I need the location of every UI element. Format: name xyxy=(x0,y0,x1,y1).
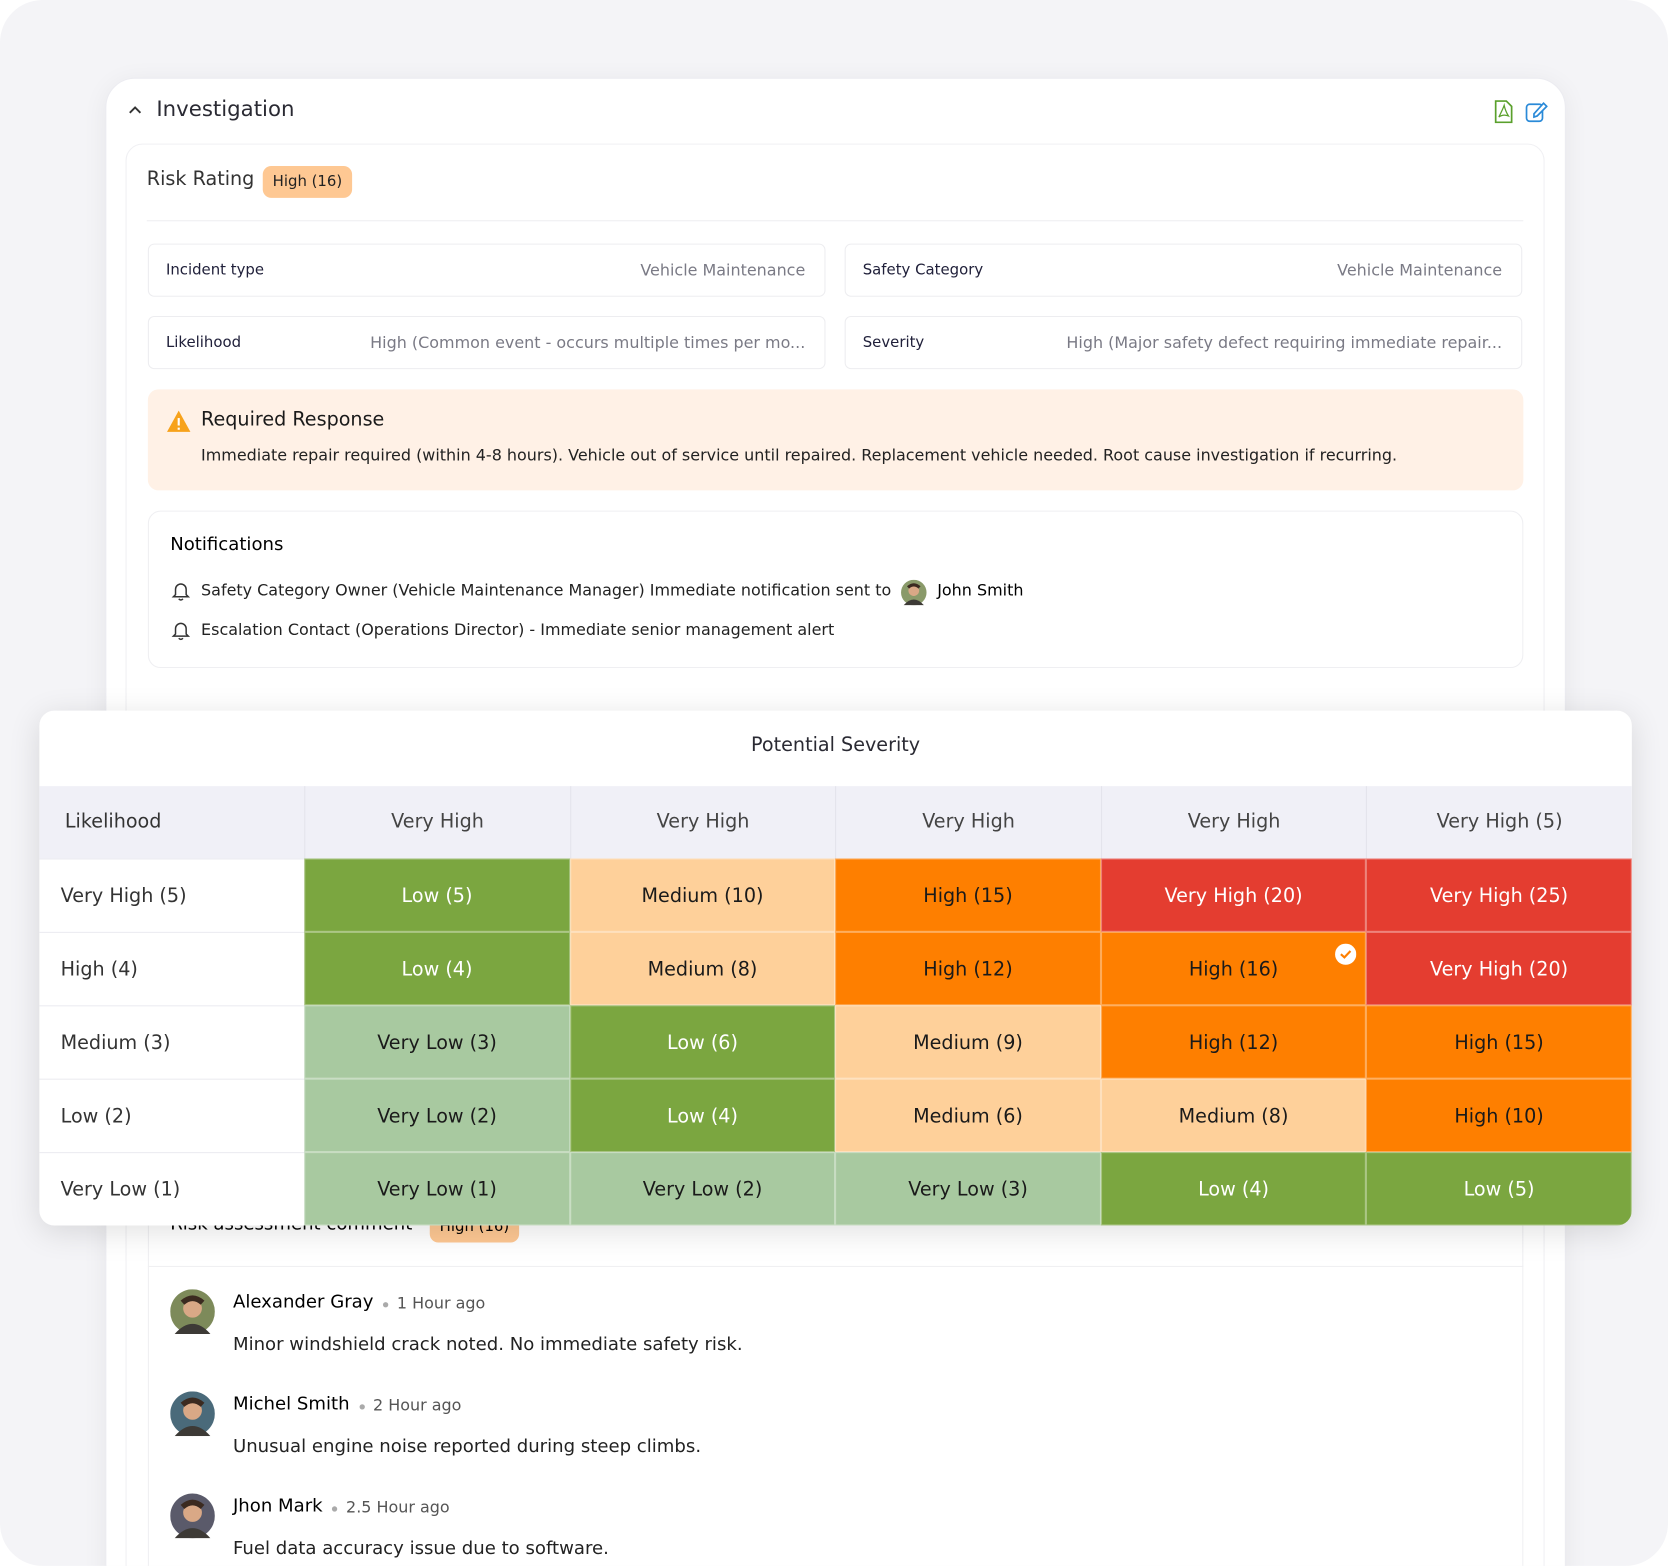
matrix-cell[interactable]: Very Low (1) xyxy=(304,1152,570,1226)
divider xyxy=(146,220,1524,222)
dot xyxy=(359,1404,365,1410)
comment-time: 1 Hour ago xyxy=(396,1293,486,1313)
matrix-cell[interactable]: Medium (8) xyxy=(569,931,836,1006)
comment-avatar xyxy=(170,1493,215,1539)
field-box: Incident type Vehicle Maintenance xyxy=(147,243,826,297)
field-value: Vehicle Maintenance xyxy=(1337,260,1503,280)
comment-avatar xyxy=(170,1289,215,1334)
bell-icon xyxy=(171,622,191,641)
edit-icon[interactable] xyxy=(1524,100,1548,123)
matrix-cell[interactable]: Very Low (3) xyxy=(304,1005,570,1079)
comment-time: 2 Hour ago xyxy=(372,1395,462,1415)
matrix-cell[interactable]: Medium (8) xyxy=(1100,1078,1367,1153)
column-header: Very High xyxy=(1100,786,1367,859)
field-value: Vehicle Maintenance xyxy=(640,260,806,280)
field-value: High (Common event - occurs multiple tim… xyxy=(370,332,806,353)
risk-rating-label: Risk Rating xyxy=(146,168,255,191)
matrix-cell[interactable]: Low (4) xyxy=(569,1078,836,1153)
matrix-cell[interactable]: High (16) xyxy=(1100,931,1367,1006)
matrix-cell[interactable]: Very High (20) xyxy=(1366,931,1632,1006)
matrix-cell[interactable]: High (15) xyxy=(1366,1005,1632,1079)
matrix-cell[interactable]: Very Low (2) xyxy=(304,1078,570,1153)
notifications-box xyxy=(147,510,1524,669)
selected-check xyxy=(1335,943,1357,965)
matrix-cell[interactable]: High (15) xyxy=(835,858,1101,932)
warning-icon xyxy=(167,410,191,432)
row-header: Medium (3) xyxy=(39,1005,305,1078)
field-box: Likelihood High (Common event - occurs mu… xyxy=(147,315,826,370)
notification-text: Safety Category Owner (Vehicle Maintenan… xyxy=(201,580,892,600)
comments-divider xyxy=(147,1265,1524,1267)
matrix-cell[interactable]: High (12) xyxy=(835,931,1101,1006)
matrix-cell[interactable]: High (10) xyxy=(1366,1078,1632,1153)
field-label: Safety Category xyxy=(862,261,984,279)
comment-text: Fuel data accuracy issue due to software… xyxy=(232,1538,609,1560)
comment-author: Jhon Mark xyxy=(232,1495,323,1518)
column-header: Very High xyxy=(304,786,570,859)
matrix-cell[interactable]: Very Low (3) xyxy=(835,1152,1101,1226)
section-title: Investigation xyxy=(156,95,295,122)
matrix-cell[interactable]: Very High (20) xyxy=(1100,858,1367,932)
dot xyxy=(332,1506,338,1512)
dot xyxy=(383,1302,389,1308)
comment-author: Michel Smith xyxy=(232,1393,350,1415)
matrix-title: Potential Severity xyxy=(751,734,921,757)
field-label: Severity xyxy=(862,334,925,352)
matrix-cell[interactable]: Low (5) xyxy=(1366,1152,1632,1226)
row-header: Low (2) xyxy=(39,1078,305,1152)
column-header: Very High (5) xyxy=(1366,786,1632,859)
field-value: High (Major safety defect requiring imme… xyxy=(1066,332,1503,353)
matrix-cell[interactable]: Low (5) xyxy=(304,858,570,932)
matrix-cell[interactable]: Low (6) xyxy=(569,1005,836,1079)
matrix-corner: Likelihood xyxy=(64,810,162,833)
comment-text: Unusual engine noise reported during ste… xyxy=(232,1436,702,1458)
comment-avatar xyxy=(170,1391,215,1437)
field-box: Severity High (Major safety defect requir… xyxy=(844,315,1523,370)
row-header: Very High (5) xyxy=(39,858,305,931)
pdf-icon[interactable] xyxy=(1492,100,1513,124)
notification-person: John Smith xyxy=(937,580,1024,600)
notifications-title: Notifications xyxy=(170,534,284,556)
matrix-cell[interactable]: Medium (10) xyxy=(569,858,836,932)
response-title: Required Response xyxy=(201,408,385,432)
column-header: Very High xyxy=(835,786,1101,859)
matrix-card: Potential Severity Likelihood Very High Ver… xyxy=(39,710,1632,1226)
field-label: Incident type xyxy=(165,261,265,279)
response-box xyxy=(147,389,1524,491)
person-avatar xyxy=(901,579,927,606)
collapse-chevron[interactable] xyxy=(128,102,143,117)
field-label: Likelihood xyxy=(165,334,242,352)
matrix-cell[interactable]: Medium (9) xyxy=(835,1005,1101,1079)
matrix-cell[interactable]: Low (4) xyxy=(1100,1152,1367,1226)
response-text: Immediate repair required (within 4-8 ho… xyxy=(201,445,1398,465)
matrix-cell[interactable]: Very High (25) xyxy=(1366,858,1632,932)
matrix-cell[interactable]: Very Low (2) xyxy=(569,1152,836,1226)
matrix-cell[interactable]: High (12) xyxy=(1100,1005,1367,1079)
comment-time: 2.5 Hour ago xyxy=(346,1497,450,1517)
matrix-cell[interactable]: Medium (6) xyxy=(835,1078,1101,1153)
risk-badge: High (16) xyxy=(262,165,353,198)
matrix-cell[interactable]: Low (4) xyxy=(304,931,570,1006)
notification-text: Escalation Contact (Operations Director)… xyxy=(201,619,835,639)
comment-author: Alexander Gray xyxy=(232,1291,374,1313)
row-header: Very Low (1) xyxy=(39,1152,305,1225)
comment-text: Minor windshield crack noted. No immedia… xyxy=(232,1334,743,1356)
bell-icon xyxy=(171,583,191,601)
row-header: High (4) xyxy=(39,931,305,1005)
field-box: Safety Category Vehicle Maintenance xyxy=(844,243,1523,297)
column-header: Very High xyxy=(569,786,836,859)
